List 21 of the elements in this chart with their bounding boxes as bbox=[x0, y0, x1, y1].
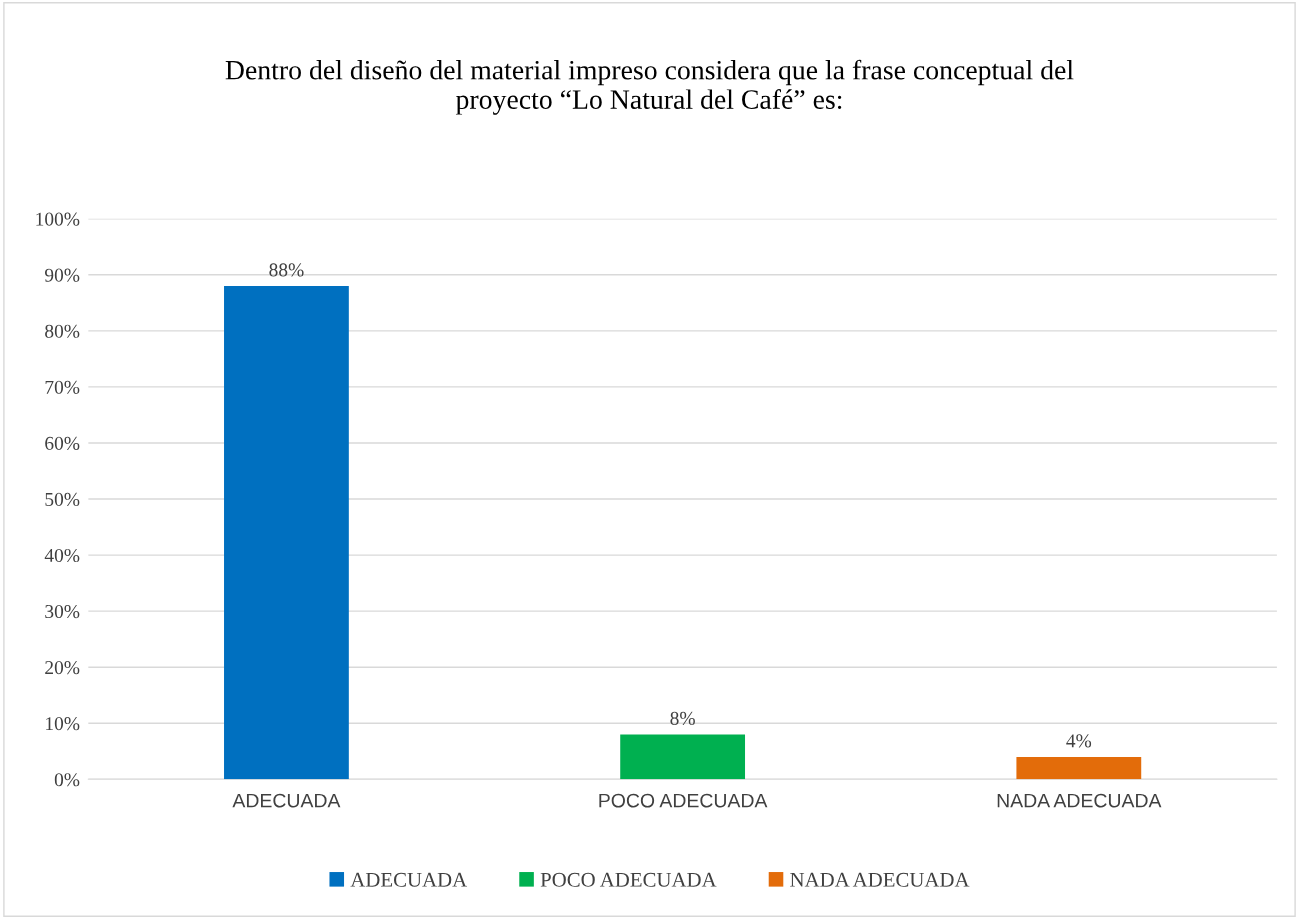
chart-title: Dentro del diseño del material impreso considera que la frase conceptual del proyecto “Lo Natural del Café” es: bbox=[225, 59, 1074, 115]
y-tick-label: 50% bbox=[45, 492, 80, 507]
data-label: 4% bbox=[1066, 734, 1092, 748]
legend-label: ADECUADA bbox=[350, 872, 468, 887]
data-label: 88% bbox=[269, 263, 304, 277]
x-tick-label: POCO ADECUADA bbox=[599, 793, 768, 808]
y-tick-label: 30% bbox=[45, 604, 80, 619]
y-tick-label: 70% bbox=[45, 380, 80, 394]
y-tick-label: 80% bbox=[45, 324, 80, 338]
y-tick-label: 100% bbox=[36, 212, 80, 226]
y-tick-label: 90% bbox=[44, 268, 80, 282]
y-tick-label: 0% bbox=[54, 773, 80, 787]
legend-label: NADA ADECUADA bbox=[790, 872, 970, 887]
y-tick-label: 10% bbox=[46, 717, 80, 731]
data-label: 8% bbox=[670, 711, 695, 726]
y-tick-label: 20% bbox=[45, 661, 80, 675]
x-tick-label: NADA ADECUADA bbox=[997, 793, 1162, 808]
y-tick-label: 40% bbox=[44, 548, 80, 563]
y-tick-label: 60% bbox=[45, 436, 80, 450]
legend-label: POCO ADECUADA bbox=[540, 872, 717, 887]
x-tick-label: ADECUADA bbox=[232, 793, 341, 808]
